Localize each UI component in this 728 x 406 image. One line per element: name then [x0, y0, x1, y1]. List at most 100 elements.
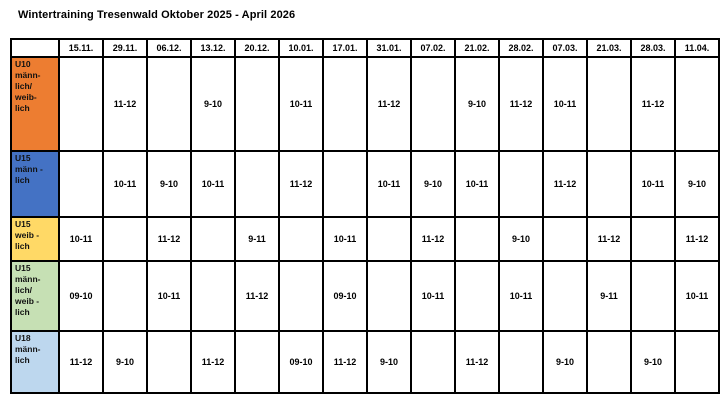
schedule-cell: 9-11 — [234, 216, 280, 262]
schedule-cell — [542, 260, 588, 332]
schedule-cell — [674, 56, 720, 152]
schedule-cell: 9-10 — [454, 56, 500, 152]
schedule-cell — [190, 216, 236, 262]
schedule-cell: 10-11 — [322, 216, 368, 262]
schedule-cell: 9-10 — [498, 216, 544, 262]
schedule-cell: 10-11 — [366, 150, 412, 218]
schedule-cell — [322, 56, 368, 152]
schedule-cell — [322, 150, 368, 218]
schedule-cell — [542, 216, 588, 262]
group-label: U10 männ- lich/ weib- lich — [10, 56, 60, 152]
table-row: U10 männ- lich/ weib- lich 11-12 9-10 10-11… — [10, 56, 720, 152]
schedule-cell: 10-11 — [278, 56, 324, 152]
schedule-cell — [498, 150, 544, 218]
schedule-cell: 9-10 — [630, 330, 676, 394]
schedule-cell: 11-12 — [630, 56, 676, 152]
schedule-cell — [58, 56, 104, 152]
schedule-cell — [454, 216, 500, 262]
schedule-cell: 09-10 — [58, 260, 104, 332]
schedule-cell: 9-11 — [586, 260, 632, 332]
schedule-cell: 11-12 — [234, 260, 280, 332]
schedule-cell — [366, 260, 412, 332]
schedule-cell: 11-12 — [454, 330, 500, 394]
schedule-cell: 10-11 — [630, 150, 676, 218]
group-label: U15 weib - lich — [10, 216, 60, 262]
date-header: 31.01. — [366, 38, 412, 58]
date-header: 07.03. — [542, 38, 588, 58]
schedule-cell — [586, 56, 632, 152]
schedule-cell: 11-12 — [102, 56, 148, 152]
schedule-cell — [630, 260, 676, 332]
schedule-cell — [234, 330, 280, 394]
schedule-cell — [410, 56, 456, 152]
schedule-cell — [102, 216, 148, 262]
table-row: U15 weib - lich 10-11 11-12 9-11 10-11 11-12 9… — [10, 216, 720, 262]
schedule-cell: 9-10 — [190, 56, 236, 152]
date-header: 15.11. — [58, 38, 104, 58]
table-row: U18 männ- lich 11-12 9-10 11-12 09-10 11-12 9-… — [10, 330, 720, 394]
group-label: U18 männ- lich — [10, 330, 60, 394]
schedule-cell — [102, 260, 148, 332]
date-header: 21.03. — [586, 38, 632, 58]
date-header: 29.11. — [102, 38, 148, 58]
schedule-cell: 11-12 — [278, 150, 324, 218]
schedule-cell: 9-10 — [674, 150, 720, 218]
table-row: U15 männ - lich 10-11 9-10 10-11 11-12 10-11 9… — [10, 150, 720, 218]
schedule-cell — [146, 56, 192, 152]
schedule-cell: 10-11 — [498, 260, 544, 332]
schedule-cell: 11-12 — [190, 330, 236, 394]
schedule-cell: 10-11 — [102, 150, 148, 218]
schedule-cell — [674, 330, 720, 394]
schedule-cell — [630, 216, 676, 262]
schedule-cell — [278, 260, 324, 332]
schedule-cell — [586, 150, 632, 218]
schedule-cell: 9-10 — [410, 150, 456, 218]
header-row: 15.11. 29.11. 06.12. 13.12. 20.12. 10.01. 17.0… — [10, 38, 720, 58]
schedule-cell — [498, 330, 544, 394]
schedule-cell — [586, 330, 632, 394]
date-header: 06.12. — [146, 38, 192, 58]
schedule-cell — [190, 260, 236, 332]
date-header: 07.02. — [410, 38, 456, 58]
schedule-cell: 10-11 — [674, 260, 720, 332]
schedule-cell: 10-11 — [58, 216, 104, 262]
schedule-cell: 9-10 — [542, 330, 588, 394]
schedule-cell: 11-12 — [322, 330, 368, 394]
table-row: U15 männ- lich/ weib - lich 09-10 10-11 11-… — [10, 260, 720, 332]
schedule-cell: 11-12 — [586, 216, 632, 262]
schedule-cell: 9-10 — [366, 330, 412, 394]
schedule-cell: 11-12 — [542, 150, 588, 218]
schedule-cell: 10-11 — [190, 150, 236, 218]
schedule-cell — [278, 216, 324, 262]
training-schedule-table: 15.11. 29.11. 06.12. 13.12. 20.12. 10.01. 17.0… — [10, 38, 720, 394]
date-header: 28.03. — [630, 38, 676, 58]
schedule-cell — [234, 56, 280, 152]
schedule-cell: 10-11 — [410, 260, 456, 332]
date-header: 10.01. — [278, 38, 324, 58]
table-header: 15.11. 29.11. 06.12. 13.12. 20.12. 10.01. 17.0… — [10, 38, 720, 58]
date-header: 11.04. — [674, 38, 720, 58]
schedule-cell — [146, 330, 192, 394]
group-label: U15 männ - lich — [10, 150, 60, 218]
date-header: 17.01. — [322, 38, 368, 58]
schedule-cell: 11-12 — [498, 56, 544, 152]
corner-cell — [10, 38, 60, 58]
date-header: 21.02. — [454, 38, 500, 58]
schedule-cell — [454, 260, 500, 332]
date-header: 13.12. — [190, 38, 236, 58]
schedule-cell — [58, 150, 104, 218]
schedule-cell: 11-12 — [674, 216, 720, 262]
schedule-cell: 11-12 — [366, 56, 412, 152]
schedule-cell: 09-10 — [322, 260, 368, 332]
schedule-cell — [410, 330, 456, 394]
date-header: 20.12. — [234, 38, 280, 58]
schedule-cell: 10-11 — [542, 56, 588, 152]
page-title: Wintertraining Tresenwald Oktober 2025 -… — [18, 9, 296, 21]
schedule-cell: 11-12 — [146, 216, 192, 262]
date-header: 28.02. — [498, 38, 544, 58]
group-label: U15 männ- lich/ weib - lich — [10, 260, 60, 332]
schedule-cell: 10-11 — [146, 260, 192, 332]
schedule-cell: 09-10 — [278, 330, 324, 394]
schedule-cell: 9-10 — [102, 330, 148, 394]
schedule-cell — [234, 150, 280, 218]
